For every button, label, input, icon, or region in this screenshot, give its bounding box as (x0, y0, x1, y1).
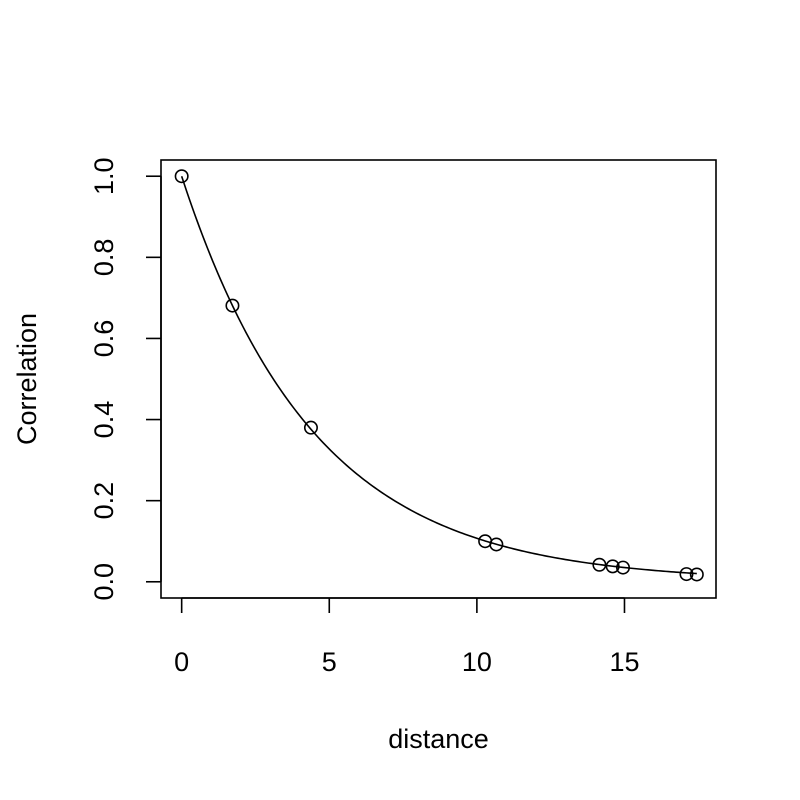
data-point (605, 559, 620, 574)
x-axis: 0 5 10 15 (174, 597, 640, 677)
data-point (174, 169, 189, 184)
y-tick-label: 0.6 (89, 320, 119, 358)
points-layer (174, 169, 704, 582)
fit-curve-layer (180, 175, 697, 575)
x-axis-title: distance (388, 724, 489, 754)
data-point (225, 298, 240, 313)
data-point (303, 420, 318, 435)
y-tick-label: 0.0 (89, 563, 119, 601)
y-tick-label: 0.8 (89, 239, 119, 277)
x-tick-label: 15 (609, 647, 639, 677)
fit-curve (180, 175, 697, 575)
y-tick-label: 1.0 (89, 157, 119, 195)
x-tick-label: 5 (322, 647, 337, 677)
y-tick-label: 0.2 (89, 482, 119, 520)
y-axis-title: Correlation (12, 313, 42, 445)
data-point (616, 560, 631, 575)
x-tick-label: 0 (174, 647, 189, 677)
data-point (592, 557, 607, 572)
x-tick-label: 10 (462, 647, 492, 677)
y-axis: 0.0 0.2 0.4 0.6 0.8 1.0 (89, 157, 162, 601)
data-point (679, 567, 694, 582)
data-point (489, 537, 504, 552)
y-tick-label: 0.4 (89, 401, 119, 439)
data-point (689, 567, 704, 582)
